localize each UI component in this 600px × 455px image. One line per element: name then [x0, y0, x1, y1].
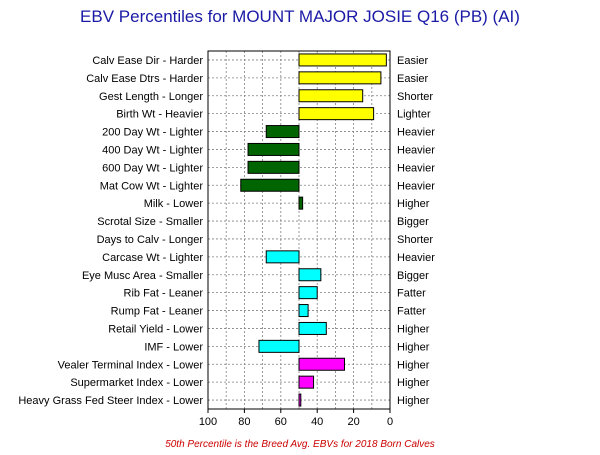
plot-frame	[207, 50, 391, 410]
row-left-label: Rump Fat - Leaner	[111, 306, 204, 318]
row-right-label: Bigger	[397, 270, 429, 282]
bar-7	[240, 178, 300, 192]
row-left-label: Birth Wt - Heavier	[116, 109, 203, 121]
row-left-label: Mat Cow Wt - Lighter	[100, 180, 204, 192]
row-right-label: Heavier	[397, 127, 435, 139]
bar-14	[298, 304, 309, 318]
row-left-label: Milk - Lower	[144, 198, 204, 210]
row-left-label: Supermarket Index - Lower	[70, 377, 203, 389]
row-left-label: Gest Length - Longer	[99, 91, 203, 103]
right-labels: Easier Easier Shorter Lighter Heavier Heavier…	[397, 55, 435, 407]
row-right-label: Heavier	[397, 162, 435, 174]
bar-5	[247, 142, 300, 156]
row-right-label: Higher	[397, 395, 430, 407]
bar-6	[247, 160, 300, 174]
bar-15	[298, 321, 327, 335]
bar-19	[298, 393, 302, 407]
chart-title: EBV Percentiles for MOUNT MAJOR JOSIE Q1…	[80, 7, 520, 26]
row-right-label: Higher	[397, 359, 430, 371]
x-tick-label: 20	[347, 416, 359, 428]
row-right-label: Fatter	[397, 288, 426, 300]
bar-11	[265, 250, 300, 264]
x-tick-label: 80	[238, 416, 250, 428]
row-right-label: Higher	[397, 377, 430, 389]
row-left-label: Rib Fat - Leaner	[124, 288, 204, 300]
bar-17	[298, 357, 345, 371]
row-right-label: Bigger	[397, 216, 429, 228]
gridlines	[208, 51, 390, 409]
bar-16	[258, 339, 300, 353]
row-right-label: Heavier	[397, 252, 435, 264]
row-left-label: Carcase Wt - Lighter	[102, 252, 203, 264]
row-left-label: Retail Yield - Lower	[108, 323, 203, 335]
row-right-label: Shorter	[397, 234, 433, 246]
bar-4	[265, 125, 300, 139]
bar-12	[298, 268, 322, 282]
row-right-label: Higher	[397, 341, 430, 353]
bar-18	[298, 375, 315, 389]
bar-3	[298, 107, 375, 121]
row-left-label: 400 Day Wt - Lighter	[102, 144, 203, 156]
row-left-label: Days to Calv - Longer	[97, 234, 204, 246]
bar-8	[298, 196, 304, 210]
x-tick-label: 60	[275, 416, 287, 428]
x-tick-label: 100	[199, 416, 217, 428]
row-left-label: 200 Day Wt - Lighter	[102, 127, 203, 139]
row-right-label: Easier	[397, 73, 429, 85]
row-right-label: Shorter	[397, 91, 433, 103]
row-left-label: Scrotal Size - Smaller	[97, 216, 203, 228]
row-right-label: Heavier	[397, 180, 435, 192]
row-left-label: Eye Musc Area - Smaller	[82, 270, 203, 282]
row-right-label: Lighter	[397, 109, 431, 121]
x-tick-label: 0	[387, 416, 393, 428]
footnote: 50th Percentile is the Breed Avg. EBVs f…	[165, 439, 435, 450]
row-left-label: 600 Day Wt - Lighter	[102, 162, 203, 174]
row-left-label: Calv Ease Dtrs - Harder	[86, 73, 203, 85]
left-labels: Calv Ease Dir - Harder Calv Ease Dtrs - H…	[18, 55, 203, 407]
bar-1	[298, 71, 382, 85]
row-right-label: Easier	[397, 55, 429, 67]
bars	[240, 53, 387, 407]
row-left-label: Vealer Terminal Index - Lower	[58, 359, 204, 371]
row-right-label: Heavier	[397, 144, 435, 156]
row-left-label: Calv Ease Dir - Harder	[92, 55, 203, 67]
row-right-label: Higher	[397, 198, 430, 210]
x-tick-labels: 100 80 60 40 20 0	[199, 409, 393, 428]
bar-13	[298, 286, 318, 300]
row-left-label: Heavy Grass Fed Steer Index - Lower	[18, 395, 203, 407]
row-right-label: Fatter	[397, 306, 426, 318]
bar-0	[298, 53, 387, 67]
bar-2	[298, 89, 364, 103]
row-right-label: Higher	[397, 323, 430, 335]
x-tick-label: 40	[311, 416, 323, 428]
row-left-label: IMF - Lower	[144, 341, 203, 353]
